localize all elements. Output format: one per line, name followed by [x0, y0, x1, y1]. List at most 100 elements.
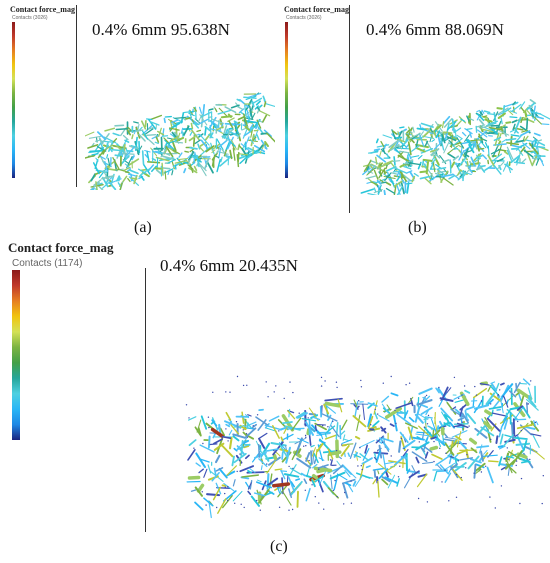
contact-segment	[483, 110, 491, 114]
contact-segment	[480, 450, 484, 462]
contact-segment	[111, 148, 124, 152]
contact-point	[541, 502, 543, 505]
contact-segment	[406, 468, 411, 474]
contact-point	[457, 460, 459, 462]
contact-segment	[313, 452, 319, 464]
contact-segment	[138, 133, 146, 142]
contact-segment	[285, 446, 291, 464]
contact-segment	[208, 133, 214, 139]
contact-segment	[258, 109, 271, 117]
contact-point	[455, 473, 458, 476]
contact-segment	[423, 163, 427, 169]
contact-segment	[211, 156, 216, 167]
contact-point	[408, 382, 411, 384]
contact-segment	[373, 400, 378, 415]
contact-segment	[207, 435, 211, 449]
contact-segment	[410, 155, 420, 158]
contact-point	[474, 385, 476, 388]
contact-segment	[362, 448, 370, 461]
contact-segment	[314, 475, 324, 483]
contact-segment	[260, 132, 268, 135]
contact-segment	[268, 473, 273, 489]
contact-segment	[533, 132, 541, 137]
contact-segment	[228, 120, 234, 129]
contact-segment	[337, 398, 343, 413]
contact-point	[239, 453, 241, 455]
contact-segment	[451, 118, 456, 134]
contact-segment	[399, 171, 408, 182]
contact-segment	[362, 403, 365, 420]
contact-segment	[248, 105, 253, 120]
contact-segment	[196, 129, 202, 133]
contact-segment	[312, 463, 318, 469]
contact-segment	[343, 438, 349, 442]
contact-point	[278, 430, 280, 432]
contact-segment	[221, 125, 228, 139]
contact-segment	[392, 414, 398, 432]
contact-segment	[520, 130, 531, 137]
contact-segment	[311, 473, 319, 480]
contact-segment	[381, 403, 389, 414]
contact-segment	[493, 112, 497, 123]
contact-network-c	[185, 375, 545, 519]
contact-segment	[493, 165, 502, 175]
contact-segment	[197, 427, 202, 437]
contact-segment	[195, 462, 201, 467]
contact-segment	[301, 417, 317, 422]
contact-segment	[194, 501, 204, 511]
contact-segment	[507, 109, 514, 116]
contact-segment	[476, 130, 488, 140]
contact-segment	[194, 139, 201, 145]
contact-segment	[206, 160, 214, 174]
contact-segment	[411, 465, 417, 474]
contact-segment	[479, 125, 492, 131]
contact-segment	[431, 139, 436, 143]
contact-segment	[257, 126, 264, 134]
contact-segment	[340, 419, 348, 431]
contact-segment	[522, 440, 528, 452]
contact-point	[225, 391, 227, 393]
contact-segment	[521, 158, 527, 164]
contact-segment	[180, 127, 184, 134]
contact-point	[259, 509, 261, 511]
contact-segment	[454, 435, 462, 441]
contact-segment	[150, 114, 163, 121]
contact-point	[336, 496, 338, 498]
contact-segment	[454, 399, 465, 403]
contact-segment	[354, 475, 363, 487]
contact-segment	[98, 167, 108, 179]
contact-point	[527, 403, 530, 405]
contact-segment	[474, 468, 482, 475]
contact-segment	[441, 133, 446, 144]
contact-segment	[491, 383, 498, 392]
contact-segment	[192, 122, 200, 126]
contact-point	[390, 455, 392, 457]
contact-segment	[453, 424, 463, 428]
contact-segment	[422, 128, 433, 138]
contact-point	[453, 376, 456, 379]
contact-point	[205, 504, 207, 506]
contact-segment	[209, 443, 218, 446]
contact-segment	[102, 169, 110, 182]
panel-title-c: 0.4% 6mm 20.435N	[160, 256, 298, 275]
contact-segment	[243, 421, 257, 428]
contact-point	[216, 506, 218, 509]
contact-segment	[514, 437, 528, 440]
contact-segment	[474, 462, 486, 473]
contact-segment	[101, 175, 115, 180]
contact-point	[227, 499, 229, 502]
contact-point	[236, 470, 238, 473]
contact-segment	[420, 122, 434, 128]
contact-segment	[478, 444, 483, 454]
contact-point	[242, 384, 245, 387]
contact-segment	[324, 397, 343, 402]
contact-segment	[216, 158, 221, 173]
contact-segment	[440, 407, 454, 422]
contact-segment	[462, 170, 465, 182]
contact-segment	[272, 453, 278, 461]
contact-segment	[226, 470, 236, 477]
contact-segment	[146, 150, 150, 162]
contact-segment	[229, 123, 241, 126]
contact-segment	[297, 437, 309, 444]
contact-segment	[531, 448, 545, 460]
